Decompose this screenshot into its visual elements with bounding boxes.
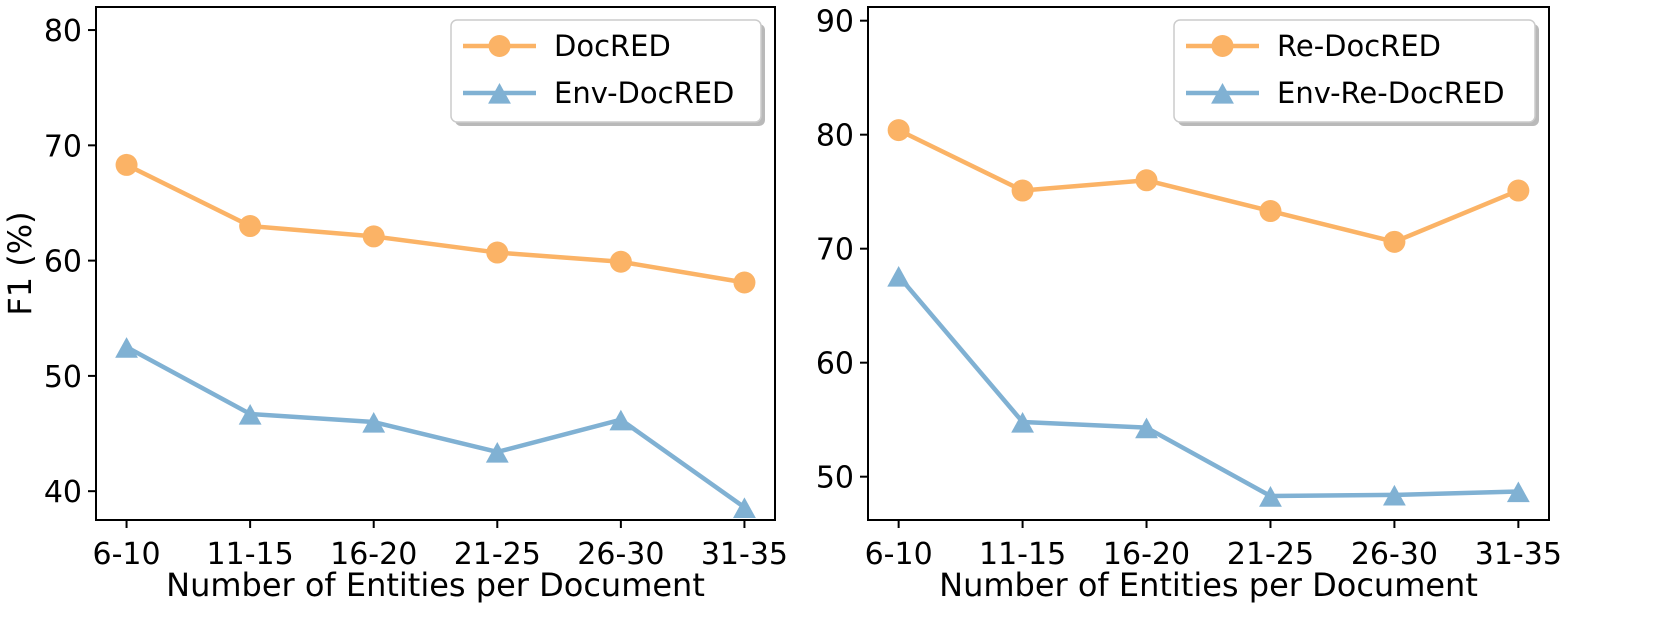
chart-panel-2: 6-10 11-15 16-20 21-25 26-30 31-35 50 60 70 80 90 N… (816, 5, 1562, 604)
y-tick-label: 70 (816, 233, 854, 268)
legend-marker-triangle (488, 83, 511, 104)
x-tick-label: 6-10 (865, 537, 933, 572)
y-tick-label: 90 (816, 5, 854, 40)
data-point-env-docred-6 (733, 497, 756, 518)
x-tick-label: 16-20 (330, 537, 417, 572)
data-point-re-docred-5 (1383, 230, 1406, 253)
y-tick-label: 60 (816, 347, 854, 382)
x-tick-label: 21-25 (454, 537, 541, 572)
data-point-env-re-docred-2 (1011, 411, 1034, 433)
x-tick-label: 26-30 (1351, 537, 1438, 572)
legend-box (1173, 19, 1536, 123)
plot-frame (867, 6, 1550, 521)
data-point-env-docred-4 (485, 441, 509, 463)
plot-frame (95, 6, 776, 521)
legend-label: Env-Re-DocRED (1277, 76, 1505, 110)
data-point-env-docred-1 (115, 337, 138, 358)
data-point-docred-1 (115, 153, 138, 176)
legend-marker-circle (1211, 35, 1234, 57)
x-tick-label: 11-15 (979, 537, 1066, 572)
x-tick-label: 16-20 (1103, 537, 1190, 572)
legend: Re-DocRED Env-Re-DocRED (1173, 19, 1539, 126)
data-point-env-re-docred-6 (1506, 481, 1530, 503)
y-tick-label: 80 (44, 14, 82, 49)
data-point-env-docred-2 (238, 403, 262, 425)
x-tick-label: 31-35 (701, 537, 788, 572)
y-tick-label: 40 (44, 475, 82, 510)
chart-panel-1: 6-10 11-15 16-20 21-25 26-30 31-35 40 50 60 70 80 N… (1, 6, 788, 604)
data-point-docred-3 (362, 225, 385, 248)
data-point-env-re-docred-3 (1135, 417, 1158, 439)
y-tick-label: 80 (816, 119, 854, 154)
legend-label: DocRED (554, 29, 671, 63)
data-point-re-docred-6 (1507, 179, 1530, 202)
legend: DocRED Env-DocRED (450, 19, 765, 126)
data-point-env-docred-5 (609, 409, 633, 431)
y-tick-label: 70 (44, 129, 82, 164)
y-tick-label: 60 (44, 245, 82, 280)
x-tick-label: 21-25 (1227, 537, 1314, 572)
legend-label: Env-DocRED (554, 76, 734, 110)
y-tick-label: 50 (816, 461, 854, 496)
series-line-env-re-docred (896, 273, 1521, 499)
data-point-re-docred-2 (1011, 179, 1034, 202)
legend-marker-circle (488, 35, 511, 57)
x-tick-label: 6-10 (93, 537, 161, 572)
data-point-re-docred-1 (887, 119, 910, 142)
x-tick-label: 31-35 (1475, 537, 1562, 572)
data-point-env-docred-3 (362, 412, 386, 433)
x-tick-label: 26-30 (577, 537, 664, 572)
data-point-docred-5 (609, 250, 632, 273)
data-point-docred-2 (239, 215, 262, 238)
legend-marker-triangle (1211, 83, 1234, 104)
data-point-docred-4 (486, 241, 509, 264)
x-tick-label: 11-15 (207, 537, 294, 572)
data-point-re-docred-3 (1135, 169, 1158, 192)
data-point-env-re-docred-5 (1383, 484, 1406, 506)
data-point-docred-6 (733, 271, 756, 294)
series-line-re-docred (896, 127, 1521, 245)
legend-label: Re-DocRED (1277, 29, 1441, 63)
y-axis-label: F1 (%) (1, 211, 39, 315)
x-axis-label: Number of Entities per Document (939, 566, 1478, 604)
series-line-docred (124, 162, 747, 285)
x-axis-label: Number of Entities per Document (166, 566, 705, 604)
data-point-env-re-docred-1 (887, 266, 911, 287)
y-tick-label: 50 (44, 360, 82, 395)
series-line-env-docred (124, 344, 747, 510)
data-point-re-docred-4 (1259, 200, 1282, 223)
data-point-env-re-docred-4 (1259, 486, 1282, 507)
